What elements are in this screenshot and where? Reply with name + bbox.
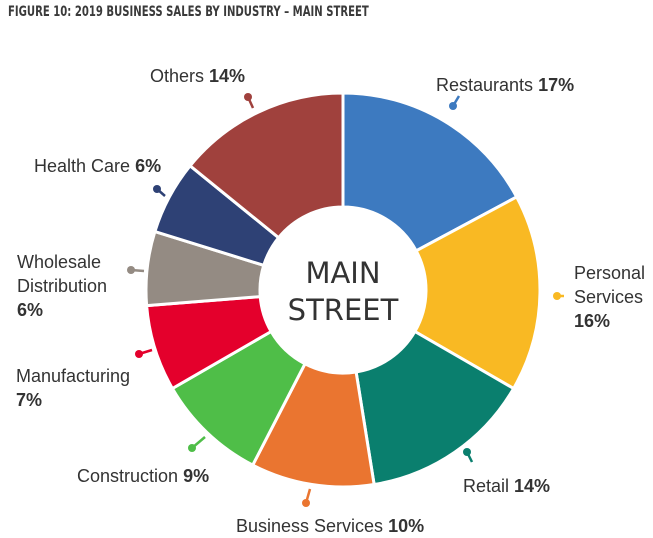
- slice-labels: Restaurants 17% Personal Services 16% Retail…: [16, 66, 645, 536]
- label-restaurants: Restaurants 17%: [436, 75, 574, 95]
- slice-personal-services: [412, 194, 542, 391]
- label-manufacturing: Manufacturing 7%: [16, 366, 130, 410]
- slice-restaurants: [341, 91, 519, 253]
- label-personal-services: Personal Services 16%: [574, 263, 645, 331]
- donut-slices: [144, 91, 542, 489]
- figure-title: FIGURE 10: 2019 BUSINESS SALES BY INDUST…: [8, 4, 369, 20]
- leader-dot-retail: [463, 448, 471, 456]
- label-others: Others 14%: [150, 66, 245, 86]
- center-label-line-2: STREET: [288, 293, 399, 327]
- label-wholesale-distribution: Wholesale Distribution 6%: [17, 252, 107, 320]
- label-business-services: Business Services 10%: [236, 516, 424, 536]
- slice-others: [187, 91, 345, 240]
- label-health-care: Health Care 6%: [34, 156, 161, 176]
- leader-lines: [127, 93, 564, 507]
- label-construction: Construction 9%: [77, 466, 209, 486]
- leader-dot-business-services: [302, 499, 310, 507]
- leader-dot-construction: [188, 444, 196, 452]
- label-retail: Retail 14%: [463, 476, 550, 496]
- center-label-line-1: MAIN: [305, 256, 380, 290]
- slice-retail: [354, 329, 516, 487]
- leader-dot-restaurants: [449, 102, 457, 110]
- leader-dot-wholesale-distribution: [127, 266, 135, 274]
- leader-dot-health-care: [153, 185, 161, 193]
- leader-dot-others: [244, 93, 252, 101]
- leader-dot-manufacturing: [135, 350, 143, 358]
- leader-dot-personal-services: [553, 292, 561, 300]
